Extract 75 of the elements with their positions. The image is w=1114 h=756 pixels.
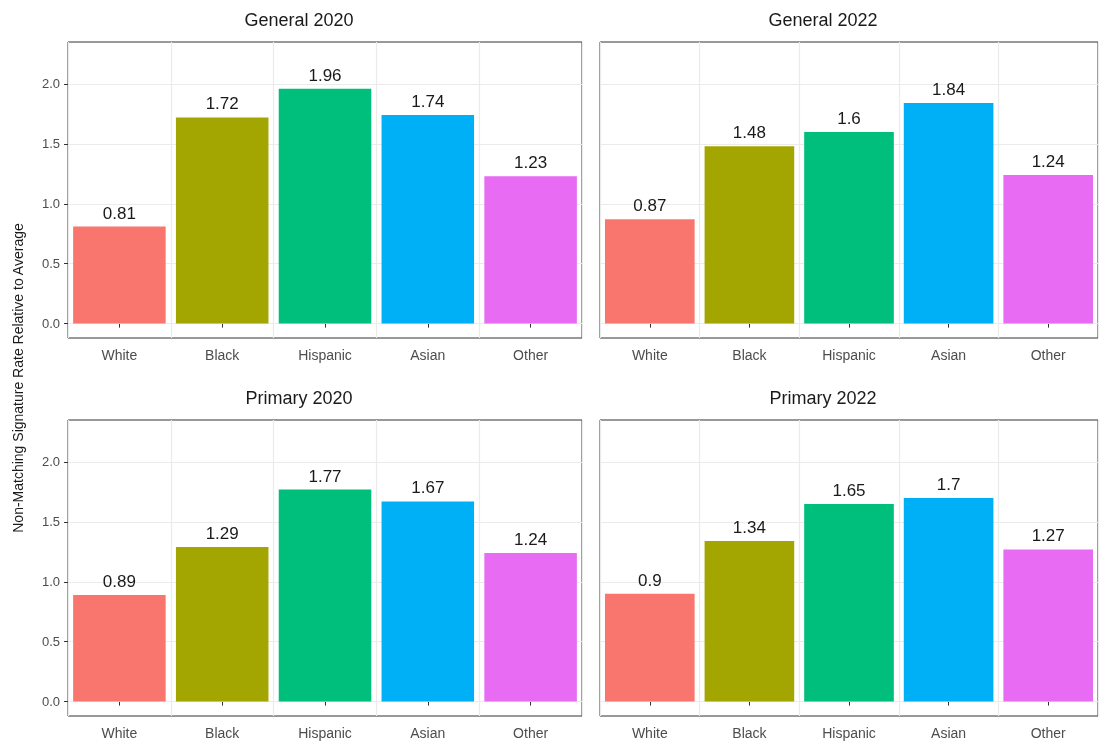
x-tick-label: Other <box>513 725 549 741</box>
x-tick-label: Asian <box>931 347 967 363</box>
x-tick-label: Hispanic <box>298 725 352 741</box>
bar <box>804 503 894 702</box>
x-tick-label: White <box>631 725 668 741</box>
data-label: 1.7 <box>936 474 961 494</box>
data-label: 1.29 <box>205 524 239 544</box>
data-label: 1.84 <box>932 80 966 100</box>
chart-title: General 2020 <box>244 10 354 30</box>
y-tick-label: 0.0 <box>41 694 60 710</box>
y-tick-label: 0.5 <box>41 634 60 650</box>
y-tick-label: 0.5 <box>41 256 60 272</box>
x-tick-label: Hispanic <box>822 347 876 363</box>
bar <box>604 219 695 324</box>
data-label: 0.81 <box>102 203 136 223</box>
y-tick-label: 2.0 <box>41 76 60 92</box>
data-label: 1.72 <box>205 94 239 114</box>
data-label: 1.23 <box>514 153 548 173</box>
bar <box>175 117 269 324</box>
x-tick-label: Other <box>513 347 549 363</box>
bar <box>381 501 475 702</box>
data-label: 1.74 <box>411 92 445 112</box>
bar <box>484 553 577 702</box>
data-label: 1.65 <box>832 480 866 500</box>
bar <box>903 497 994 702</box>
chart-title: Primary 2020 <box>245 388 353 408</box>
y-tick-label: 0.0 <box>41 316 60 332</box>
y-tick-label: 1.0 <box>41 574 60 590</box>
data-label: 1.24 <box>514 530 548 550</box>
x-tick-label: Other <box>1030 347 1067 363</box>
bar <box>278 88 372 324</box>
bar <box>1003 549 1094 702</box>
data-label: 1.27 <box>1031 526 1065 546</box>
data-label: 1.96 <box>308 65 342 85</box>
x-tick-label: Black <box>205 347 241 363</box>
x-tick-label: Black <box>205 725 241 741</box>
data-label: 0.87 <box>633 196 667 216</box>
x-tick-label: Other <box>1030 725 1067 741</box>
x-tick-label: Asian <box>931 725 967 741</box>
data-label: 1.67 <box>411 478 445 498</box>
bar <box>175 547 269 702</box>
x-tick-label: Asian <box>410 725 446 741</box>
x-tick-label: White <box>101 725 138 741</box>
bar <box>278 489 372 702</box>
x-tick-label: Black <box>732 725 768 741</box>
y-tick-label: 1.5 <box>41 514 60 530</box>
data-label: 0.89 <box>102 571 136 591</box>
x-tick-label: Hispanic <box>822 725 876 741</box>
y-tick-label: 1.5 <box>41 136 60 152</box>
bar <box>704 541 795 702</box>
chart-title: Primary 2022 <box>769 388 877 408</box>
data-label: 1.77 <box>308 466 342 486</box>
bar <box>604 593 695 702</box>
bar <box>1003 175 1094 324</box>
x-tick-label: White <box>101 347 138 363</box>
bar <box>804 131 894 324</box>
data-label: 1.24 <box>1031 152 1065 172</box>
data-label: 1.48 <box>732 123 766 143</box>
bar <box>484 176 577 324</box>
x-tick-label: Hispanic <box>298 347 352 363</box>
bar <box>903 103 994 324</box>
data-label: 1.6 <box>837 108 861 128</box>
bar <box>381 115 475 324</box>
data-label: 1.34 <box>732 518 766 538</box>
bar <box>73 594 166 702</box>
x-tick-label: White <box>631 347 668 363</box>
chart-title: General 2022 <box>768 10 878 30</box>
bar <box>73 226 166 324</box>
bar <box>704 146 795 324</box>
data-label: 0.9 <box>637 570 662 590</box>
y-axis-title: Non-Matching Signature Rate Relative to Average <box>10 223 26 533</box>
y-tick-label: 2.0 <box>41 454 60 470</box>
x-tick-label: Asian <box>410 347 446 363</box>
y-tick-label: 1.0 <box>41 196 60 212</box>
x-tick-label: Black <box>732 347 768 363</box>
